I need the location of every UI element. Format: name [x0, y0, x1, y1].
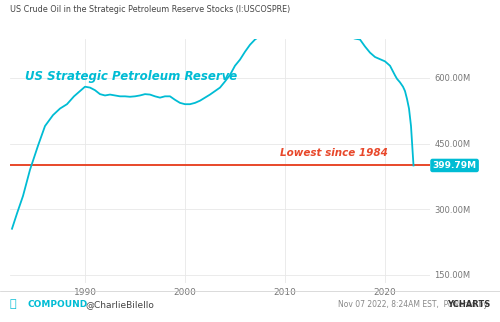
Text: Lowest since 1984: Lowest since 1984 — [280, 148, 388, 158]
Text: US Strategic Petroleum Reserve: US Strategic Petroleum Reserve — [25, 70, 238, 83]
Text: Nov 07 2022, 8:24AM EST,  Powered by: Nov 07 2022, 8:24AM EST, Powered by — [338, 300, 490, 309]
Text: US Crude Oil in the Strategic Petroleum Reserve Stocks (I:USCOSPRE): US Crude Oil in the Strategic Petroleum … — [10, 5, 290, 14]
Text: Ⓒ: Ⓒ — [10, 299, 16, 309]
Text: YCHARTS: YCHARTS — [447, 300, 490, 309]
Text: COMPOUND: COMPOUND — [28, 300, 88, 309]
Text: 399.79M: 399.79M — [432, 161, 476, 170]
Text: @CharlieBilello: @CharlieBilello — [85, 300, 154, 309]
